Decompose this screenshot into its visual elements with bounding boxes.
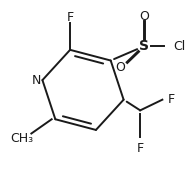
- Text: F: F: [168, 93, 175, 106]
- Text: CH₃: CH₃: [11, 132, 34, 145]
- Text: N: N: [31, 74, 41, 87]
- Text: O: O: [139, 9, 149, 23]
- Text: F: F: [67, 11, 74, 24]
- Text: O: O: [115, 61, 125, 74]
- Text: F: F: [137, 142, 144, 155]
- Text: S: S: [139, 39, 149, 53]
- Text: Cl: Cl: [173, 40, 186, 53]
